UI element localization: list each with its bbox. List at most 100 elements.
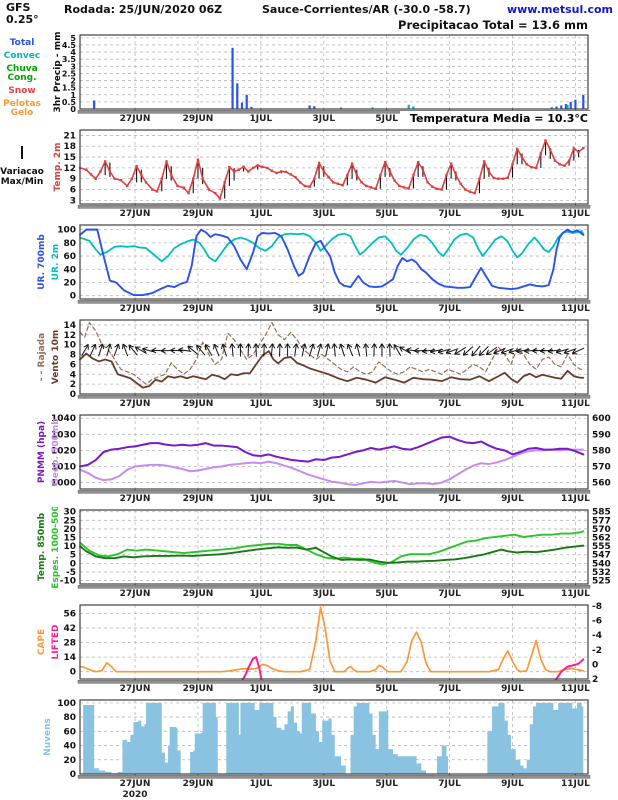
y-tick-label: 60 bbox=[63, 252, 76, 262]
panel-cloud-cover: 0 20 40 60 80 100 27JUN 29JUN 1JUL 3JUL 5JUL 7JUL 9J… bbox=[43, 699, 591, 800]
y-right-tick-label: 577 bbox=[592, 516, 611, 526]
x-tick-label: 29JUN bbox=[183, 494, 214, 504]
y-right-tick-label: 525 bbox=[592, 577, 611, 587]
panel-cape-lifted: 0 14 28 42 56 27JUN 29JUN 1JUL 3JUL 5JUL 7JUL 9JUL 1… bbox=[37, 602, 602, 694]
x-tick-label: 1JUL bbox=[250, 779, 273, 789]
series-temp-2m-line bbox=[78, 139, 585, 200]
y-tick-label: 80 bbox=[63, 239, 76, 249]
y-tick-label: 1.5 bbox=[62, 84, 77, 93]
wind-arrow bbox=[204, 344, 213, 357]
y-tick-label: 3.5 bbox=[62, 55, 77, 64]
y-tick-label: 10 bbox=[63, 341, 76, 351]
x-tick-label: 3JUL bbox=[312, 209, 335, 219]
x-tick-label: 3JUL bbox=[312, 304, 335, 314]
series-wind-direction-arrows bbox=[81, 343, 585, 357]
y-tick-label: -5 bbox=[66, 568, 76, 578]
wind-arrow bbox=[269, 343, 276, 357]
y-tick-label: 42 bbox=[63, 624, 76, 634]
y-tick-label: 0 bbox=[70, 390, 76, 400]
wind-arrow bbox=[128, 344, 138, 356]
x-tick-label: 1JUL bbox=[250, 494, 273, 504]
legend-label: Cong. bbox=[7, 73, 36, 83]
panel-relative-humidity: 0 20 40 60 80 100 27JUN 29JUN 1JUL 3JUL 5JUL 7JUL 9J… bbox=[37, 224, 591, 314]
y-tick-label: 0 bbox=[70, 668, 76, 678]
wind-arrow bbox=[378, 343, 386, 357]
y-right-tick-label: 0 bbox=[592, 660, 598, 670]
wind-arrow bbox=[462, 346, 474, 356]
y-tick-label: 56 bbox=[63, 609, 76, 619]
y-right-tick-label: 540 bbox=[592, 559, 611, 569]
legend-label: Snow bbox=[8, 86, 35, 96]
wind-arrow bbox=[170, 347, 184, 354]
x-tick-label: 29JUN bbox=[183, 779, 214, 789]
x-tick-label: 7JUL bbox=[438, 209, 461, 219]
series-geop-500mb bbox=[79, 448, 585, 486]
y-right-tick-label: 590 bbox=[592, 430, 611, 440]
run-label: Rodada: 25/JUN/2020 06Z bbox=[64, 3, 223, 16]
y-right-tick-label: -2 bbox=[592, 646, 602, 656]
y-right-tick-label: 570 bbox=[592, 462, 611, 472]
y-tick-label: 40 bbox=[63, 742, 76, 752]
series-nuvens-steps bbox=[80, 702, 584, 774]
wind-arrow bbox=[346, 343, 354, 357]
y-right-tick-label: 580 bbox=[592, 446, 611, 456]
y-tick-label: 9 bbox=[70, 175, 76, 185]
y-right-tick-label: 600 bbox=[592, 414, 611, 424]
x-tick-label: 11JUL bbox=[561, 494, 590, 504]
y-tick-label: 100 bbox=[57, 226, 76, 236]
wind-arrow bbox=[237, 343, 244, 357]
y-tick-label: 2.5 bbox=[62, 69, 77, 78]
x-tick-label: 9JUL bbox=[501, 684, 524, 694]
wind-arrow bbox=[414, 347, 428, 354]
x-tick-label: 3JUL bbox=[312, 399, 335, 409]
axis-bar bbox=[77, 774, 591, 779]
x-tick-label: 9JUL bbox=[501, 304, 524, 314]
wind-arrow bbox=[338, 343, 345, 357]
y-tick-label: 0 bbox=[70, 559, 76, 569]
y-tick-label: 100 bbox=[57, 699, 76, 709]
x-tick-label: 7JUL bbox=[438, 399, 461, 409]
x-tick-label: 5JUL bbox=[375, 399, 398, 409]
y-tick-label: -10 bbox=[60, 577, 76, 587]
y-tick-label: 5 bbox=[70, 551, 76, 561]
x-tick-label: 5JUL bbox=[375, 779, 398, 789]
x-tick-label: 11JUL bbox=[561, 399, 590, 409]
x-tick-label: 27JUN bbox=[120, 399, 151, 409]
wind-arrow bbox=[331, 343, 338, 357]
x-tick-label: 5JUL bbox=[375, 589, 398, 599]
wind-arrow bbox=[485, 346, 498, 356]
y-tick-label: 2 bbox=[70, 380, 76, 390]
y-tick-label: 4 bbox=[70, 48, 76, 57]
axis-title: CAPE bbox=[37, 629, 47, 655]
precip-total-annotation: Precipitacao Total = 13.6 mm bbox=[398, 18, 588, 32]
y-tick-label: 1040 bbox=[51, 414, 76, 424]
x-tick-label: 11JUL bbox=[561, 209, 590, 219]
y-tick-label: 1 bbox=[70, 91, 76, 100]
wind-arrow bbox=[106, 343, 112, 357]
legend-label: Chuva bbox=[6, 64, 37, 74]
axis-title: Vento 10m bbox=[51, 330, 61, 385]
variation-bar-icon bbox=[21, 146, 23, 159]
x-tick-label: 9JUL bbox=[501, 494, 524, 504]
panel-pressure: 1000 1010 1020 1030 1040 27JUN 29JUN 1JUL 3JUL 5J… bbox=[37, 414, 611, 504]
y-tick-label: 8 bbox=[70, 351, 76, 361]
panel-clouds: 0 20 40 60 80 100 27JUN 29JUN 1JUL 3JUL 5JUL 7JUL 9J… bbox=[43, 699, 591, 800]
x-tick-label: 9JUL bbox=[501, 779, 524, 789]
series-ur-2m bbox=[79, 230, 585, 263]
wind-arrow bbox=[324, 343, 331, 357]
y-tick-label: 6 bbox=[70, 360, 76, 370]
y-tick-label: 20 bbox=[63, 525, 76, 535]
x-tick-label: 3JUL bbox=[312, 684, 335, 694]
x-tick-label: 29JUN bbox=[183, 209, 214, 219]
x-tick-label: 27JUN bbox=[120, 209, 151, 219]
series-precip-total bbox=[93, 47, 585, 109]
website-link[interactable]: www.metsul.com bbox=[506, 3, 613, 16]
y-tick-label: 40 bbox=[63, 265, 76, 275]
x-tick-label: 5JUL bbox=[375, 684, 398, 694]
y-tick-label: 15 bbox=[63, 153, 76, 163]
y-tick-label: 3 bbox=[70, 196, 76, 206]
wind-arrow bbox=[354, 343, 361, 357]
